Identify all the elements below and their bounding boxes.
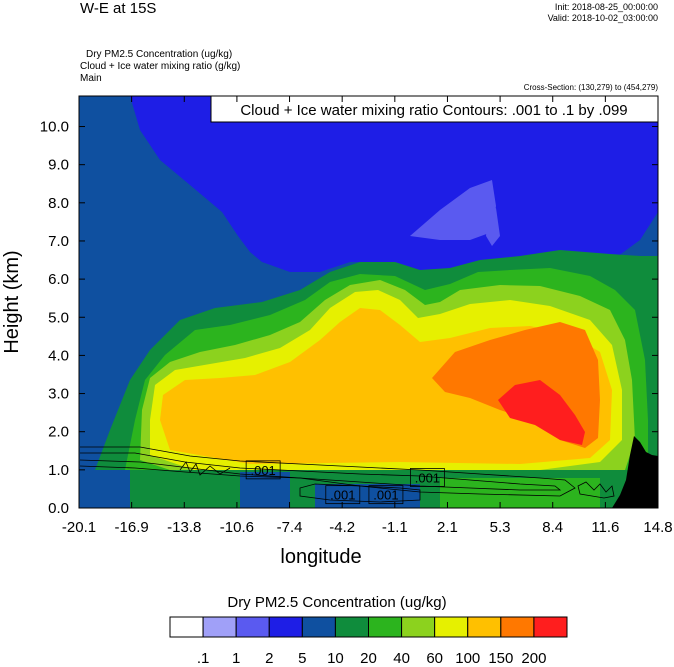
- band-gt-200: [498, 380, 585, 445]
- y-tick-label: 1.0: [48, 462, 69, 479]
- y-tick-label: 7.0: [48, 233, 69, 250]
- x-tick-label: 5.3: [490, 519, 511, 536]
- colorbar-swatch: [368, 616, 403, 638]
- x-tick-label: -20.1: [62, 519, 96, 536]
- colorbar-level: 60: [426, 650, 443, 667]
- contour-label-box: [325, 485, 361, 505]
- colorbar-swatch: [334, 616, 369, 638]
- colorbar-level: 10: [327, 650, 344, 667]
- contour-labels: .001 .001 .001 .001: [245, 460, 445, 505]
- field-label-pm25: Dry PM2.5 Concentration (ug/kg): [86, 49, 233, 60]
- colorbar-swatch: [202, 616, 237, 638]
- field-label-cloud: Cloud + Ice water mixing ratio (g/kg): [80, 61, 241, 72]
- colorbar-level: .1: [197, 650, 210, 667]
- colorbar-swatch: [235, 616, 270, 638]
- x-tick-label: 11.6: [591, 519, 619, 536]
- colorbar-level: 5: [298, 650, 306, 667]
- contour-label: .001: [250, 463, 275, 478]
- x-tick-label: -7.4: [277, 519, 303, 536]
- contour-label: .001: [373, 488, 398, 503]
- contour-line: [179, 461, 231, 476]
- x-axis: -20.1 -16.9 -13.8 -10.6 -7.4 -4.2 -1.1 2.1 5.3 8.…: [62, 96, 673, 536]
- x-tick-label: 2.1: [437, 519, 458, 536]
- cross-section-label: Cross-Section: (130,279) to (454,279): [523, 83, 658, 92]
- contour-label-box: [368, 485, 404, 505]
- x-tick-label: -10.6: [220, 519, 254, 536]
- colorbar-level: 40: [393, 650, 410, 667]
- contour-label: .001: [415, 470, 440, 485]
- y-tick-label: 4.0: [48, 347, 69, 364]
- colorbar-swatch: [533, 616, 568, 638]
- contour-line: [299, 483, 421, 503]
- colorbar-level: 1: [232, 650, 240, 667]
- band-low-5-10-b: [240, 472, 290, 508]
- colorbar: .1 1 2 5 10 20 40 60 100 150 200: [169, 616, 568, 667]
- y-tick-label: 10.0: [40, 119, 69, 136]
- colorbar-swatch: [434, 616, 469, 638]
- colorbar-swatch: [401, 616, 436, 638]
- colorbar-swatch: [301, 616, 336, 638]
- y-axis: 0.0 1.0 2.0 3.0 4.0 5.0 6.0 7.0 8.0 9.0 10.0: [40, 119, 658, 517]
- colorbar-swatch: [500, 616, 535, 638]
- y-tick-label: 9.0: [48, 157, 69, 174]
- contour-label: .001: [330, 488, 355, 503]
- colorbar-level: 100: [455, 650, 480, 667]
- band-1-2: [410, 180, 496, 240]
- y-axis-label: Height (km): [1, 250, 23, 353]
- terrain: [612, 436, 658, 508]
- colorbar-title: Dry PM2.5 Concentration (ug/kg): [227, 594, 447, 611]
- band-2-5: [130, 96, 658, 272]
- x-axis-label: longitude: [280, 546, 361, 568]
- x-tick-label: -13.8: [167, 519, 201, 536]
- contour-label-box: [409, 468, 445, 487]
- band-1-2-b: [486, 208, 500, 246]
- band-low-20-40: [440, 478, 600, 508]
- field-label-main: Main: [80, 73, 102, 84]
- chart-title: W-E at 15S: [80, 0, 157, 17]
- colorbar-swatch: [169, 616, 204, 638]
- y-tick-label: 6.0: [48, 271, 69, 288]
- colorbar-swatch: [467, 616, 502, 638]
- valid-time: Valid: 2018-10-02_03:00:00: [547, 13, 658, 23]
- x-tick-label: 8.4: [542, 519, 563, 536]
- colorbar-level: 2: [265, 650, 273, 667]
- band-low-5-10-a: [79, 470, 130, 508]
- colorbar-level: 200: [521, 650, 546, 667]
- band-low-5-10-c: [315, 484, 420, 508]
- contour-label-box: [245, 460, 281, 480]
- y-tick-label: 2.0: [48, 424, 69, 441]
- colorbar-swatch: [268, 616, 303, 638]
- cloud-contours: [79, 446, 615, 503]
- contour-line: [577, 481, 615, 499]
- contour-line: [79, 452, 562, 491]
- colorbar-level: 20: [360, 650, 377, 667]
- contour-line: [79, 446, 576, 497]
- contour-title: Cloud + Ice water mixing ratio Contours:…: [240, 102, 627, 119]
- colorbar-level: 150: [488, 650, 513, 667]
- x-tick-label: -1.1: [382, 519, 408, 536]
- init-time: Init: 2018-08-25_00:00:00: [554, 2, 658, 12]
- x-tick-label: 14.8: [643, 519, 672, 536]
- y-tick-label: 0.0: [48, 500, 69, 517]
- y-tick-label: 8.0: [48, 195, 69, 212]
- x-tick-label: -4.2: [329, 519, 355, 536]
- y-tick-label: 5.0: [48, 309, 69, 326]
- x-tick-label: -16.9: [115, 519, 149, 536]
- contour-title-box: [210, 95, 659, 123]
- concentration-fill: [79, 96, 658, 508]
- y-tick-label: 3.0: [48, 386, 69, 403]
